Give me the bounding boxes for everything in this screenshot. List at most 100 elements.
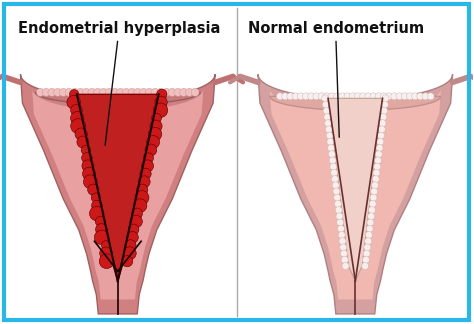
Circle shape [385, 93, 392, 100]
Circle shape [325, 126, 332, 133]
Polygon shape [20, 75, 215, 314]
Circle shape [48, 88, 56, 96]
Circle shape [377, 132, 384, 139]
Circle shape [318, 93, 325, 100]
Circle shape [367, 219, 374, 226]
Circle shape [67, 96, 81, 109]
Circle shape [372, 176, 379, 182]
Circle shape [71, 119, 86, 133]
Circle shape [156, 89, 167, 99]
Circle shape [91, 193, 100, 202]
Circle shape [391, 93, 398, 100]
Circle shape [321, 95, 328, 102]
Circle shape [323, 93, 330, 100]
Circle shape [327, 138, 334, 145]
Circle shape [323, 107, 330, 114]
Circle shape [396, 93, 403, 100]
Circle shape [360, 93, 366, 100]
Circle shape [368, 207, 375, 214]
Circle shape [324, 113, 331, 121]
Circle shape [375, 151, 382, 158]
Text: Normal endometrium: Normal endometrium [247, 21, 424, 137]
Circle shape [379, 120, 386, 127]
Circle shape [339, 93, 346, 100]
Circle shape [297, 93, 304, 100]
Circle shape [329, 157, 336, 164]
Circle shape [71, 104, 82, 116]
Circle shape [140, 168, 151, 179]
Circle shape [427, 93, 434, 100]
Circle shape [138, 176, 150, 188]
Circle shape [338, 231, 345, 238]
Circle shape [180, 88, 188, 96]
Circle shape [365, 238, 372, 245]
Circle shape [122, 256, 133, 267]
Circle shape [308, 93, 315, 100]
Circle shape [382, 95, 389, 102]
Circle shape [340, 244, 346, 251]
Circle shape [411, 93, 419, 100]
Circle shape [105, 88, 113, 96]
Circle shape [132, 208, 143, 219]
Circle shape [94, 88, 102, 96]
Text: Endometrial hyperplasia: Endometrial hyperplasia [18, 21, 220, 145]
Polygon shape [77, 94, 159, 281]
Circle shape [369, 201, 376, 207]
Circle shape [152, 113, 162, 123]
Circle shape [77, 136, 89, 148]
Circle shape [95, 216, 106, 226]
Circle shape [99, 254, 114, 269]
Circle shape [82, 167, 96, 180]
Circle shape [81, 145, 91, 155]
Circle shape [82, 153, 92, 163]
Circle shape [88, 88, 96, 96]
Circle shape [373, 169, 380, 176]
Circle shape [282, 93, 289, 100]
Circle shape [94, 230, 109, 245]
Circle shape [70, 90, 79, 99]
Circle shape [83, 175, 97, 189]
Circle shape [331, 169, 337, 176]
Circle shape [365, 231, 373, 238]
Circle shape [128, 88, 136, 96]
Circle shape [401, 93, 408, 100]
Circle shape [150, 120, 162, 132]
Circle shape [337, 219, 344, 226]
Circle shape [406, 93, 413, 100]
Circle shape [381, 107, 388, 114]
Polygon shape [270, 89, 441, 299]
Circle shape [75, 128, 87, 140]
Circle shape [96, 224, 107, 235]
Circle shape [71, 88, 79, 96]
Circle shape [122, 88, 130, 96]
Circle shape [370, 194, 377, 201]
Circle shape [381, 101, 388, 108]
Circle shape [340, 250, 347, 257]
Polygon shape [32, 89, 203, 299]
Circle shape [371, 188, 378, 195]
Circle shape [344, 93, 351, 100]
Circle shape [157, 88, 165, 96]
Circle shape [332, 182, 339, 189]
Circle shape [368, 213, 374, 220]
Circle shape [82, 88, 90, 96]
Circle shape [100, 247, 112, 260]
Circle shape [292, 93, 299, 100]
Circle shape [90, 206, 104, 221]
Circle shape [342, 262, 349, 270]
Circle shape [88, 184, 99, 195]
Circle shape [365, 93, 372, 100]
Circle shape [334, 194, 341, 201]
Circle shape [366, 225, 373, 232]
Circle shape [65, 88, 73, 96]
Circle shape [417, 93, 424, 100]
Circle shape [54, 88, 62, 96]
Circle shape [117, 88, 125, 96]
Circle shape [59, 88, 67, 96]
Circle shape [142, 160, 154, 172]
Circle shape [127, 232, 138, 243]
Circle shape [287, 93, 294, 100]
Circle shape [146, 88, 153, 96]
Circle shape [380, 113, 387, 121]
Circle shape [101, 241, 110, 250]
